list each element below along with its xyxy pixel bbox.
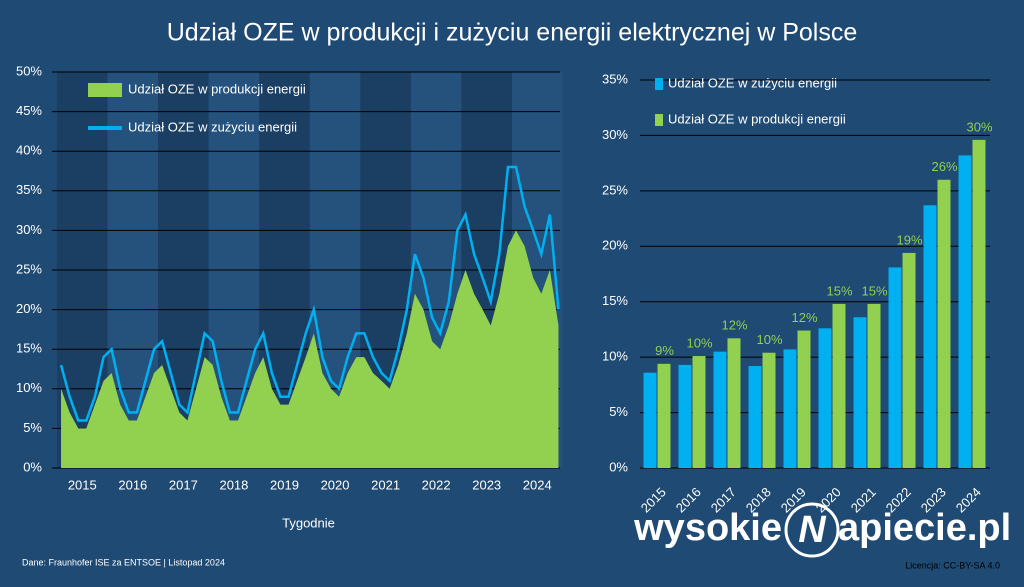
value-label: 15% — [861, 283, 887, 298]
value-label: 10% — [756, 332, 782, 347]
bar — [888, 267, 902, 468]
y-tick-label: 40% — [16, 143, 42, 158]
bar — [902, 252, 916, 468]
line — [59, 165, 560, 422]
y-tick-label: 30% — [16, 222, 42, 237]
x-tick-label: 2023 — [472, 477, 501, 492]
y-tick-label: 10% — [16, 380, 42, 395]
y-tick-label: 15% — [602, 293, 628, 308]
legend-swatch — [655, 78, 663, 90]
license: Licencja: CC-BY-SA 4.0 — [905, 560, 1000, 570]
bar — [853, 317, 867, 468]
legend-label: Udział OZE w produkcji energii — [668, 111, 846, 126]
logo-right: apiecie.pl — [838, 507, 1011, 549]
bar — [972, 139, 986, 468]
value-label: 9% — [655, 343, 674, 358]
legend-swatch — [655, 114, 663, 126]
bar — [923, 205, 937, 469]
bar — [657, 363, 671, 468]
value-label: 12% — [791, 310, 817, 325]
legend-label: Udział OZE w produkcji energii — [128, 81, 306, 96]
x-tick-label: 2016 — [118, 477, 147, 492]
x-tick-label: 2018 — [219, 477, 248, 492]
x-tick-label: 2019 — [270, 477, 299, 492]
y-tick-label: 30% — [602, 127, 628, 142]
y-tick-label: 0% — [609, 459, 628, 474]
logo-icon — [784, 502, 840, 558]
x-tick-label: 2015 — [68, 477, 97, 492]
x-tick-label: 2022 — [422, 477, 451, 492]
bar — [713, 351, 727, 468]
source: Dane: Fraunhofer ISE za ENTSOE | Listopa… — [22, 557, 225, 567]
bar — [958, 155, 972, 468]
x-tick-label: 2024 — [523, 477, 552, 492]
value-label: 19% — [896, 232, 922, 247]
bar — [867, 303, 881, 468]
logo-left: wysokie — [633, 507, 782, 549]
bar — [727, 338, 741, 468]
y-tick-label: 20% — [16, 301, 42, 316]
y-tick-label: 0% — [23, 459, 42, 474]
y-tick-label: 25% — [602, 182, 628, 197]
y-tick-label: 20% — [602, 238, 628, 253]
bar — [783, 349, 797, 468]
legend-label: Udział OZE w zużyciu energii — [668, 75, 837, 90]
y-tick-label: 25% — [16, 261, 42, 276]
y-tick-label: 5% — [609, 404, 628, 419]
y-tick-label: 50% — [16, 63, 42, 78]
x-tick-label: 2021 — [371, 477, 400, 492]
x-tick-label: 2020 — [321, 477, 350, 492]
bar — [692, 356, 706, 468]
value-label: 10% — [686, 335, 712, 350]
value-label: 26% — [931, 159, 957, 174]
bar — [643, 372, 657, 468]
y-tick-label: 15% — [16, 341, 42, 356]
bar — [832, 303, 846, 468]
y-tick-label: 10% — [602, 349, 628, 364]
bar — [818, 328, 832, 468]
y-tick-label: 35% — [16, 182, 42, 197]
legend-label: Udział OZE w zużyciu energii — [128, 119, 297, 134]
bar — [678, 364, 692, 468]
bar — [797, 330, 811, 468]
logo-mark: N — [798, 509, 827, 551]
area — [61, 230, 559, 468]
legend-swatch — [88, 83, 122, 97]
value-label: 15% — [826, 283, 852, 298]
x-axis-label: Tygodnie — [282, 515, 335, 530]
bar — [937, 179, 951, 468]
value-label: 30% — [966, 119, 992, 134]
y-tick-label: 45% — [16, 103, 42, 118]
bar — [762, 352, 776, 468]
x-tick-label: 2017 — [169, 477, 198, 492]
bar — [748, 366, 762, 468]
value-label: 12% — [721, 318, 747, 333]
chart-title: Udział OZE w produkcji i zużyciu energii… — [167, 19, 858, 47]
y-tick-label: 5% — [23, 420, 42, 435]
y-tick-label: 35% — [602, 71, 628, 86]
